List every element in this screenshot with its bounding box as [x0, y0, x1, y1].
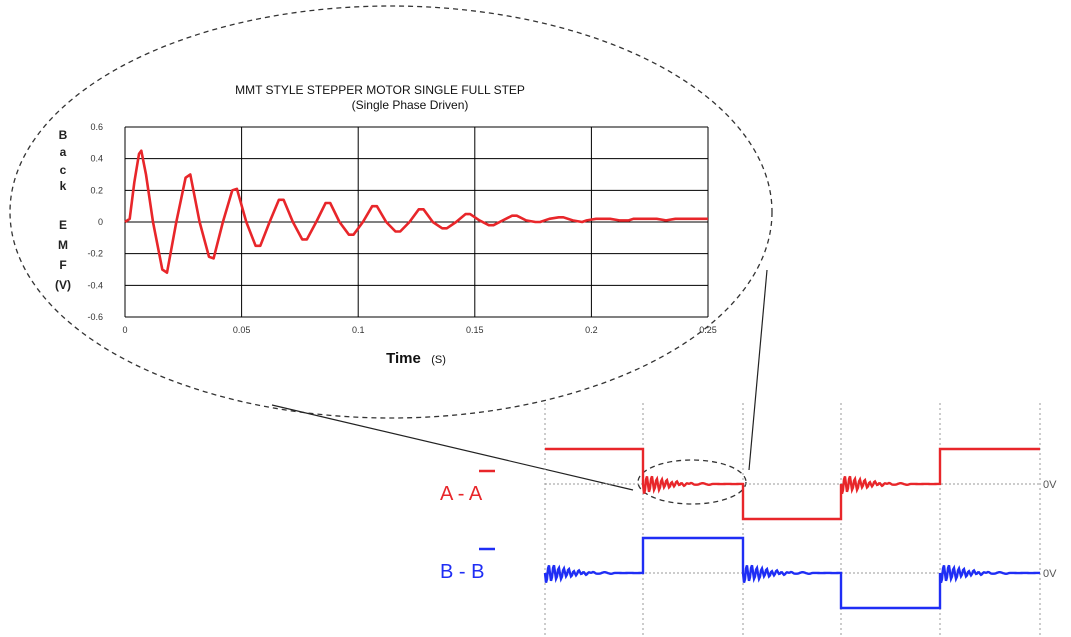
phase-waveform-chart: 0V 0V A - A B - B: [440, 403, 1057, 637]
y-tick-label: 0.2: [90, 185, 103, 195]
y-label-letter-f: F: [59, 258, 66, 272]
connector-line-left: [271, 404, 634, 491]
x-axis-label: Time (S): [386, 350, 446, 367]
phase-a-label: A - A: [440, 483, 483, 505]
y-label-letter-k: k: [60, 179, 67, 193]
x-axis-unit: (S): [431, 354, 446, 366]
phase-a-label-bar: A: [469, 483, 483, 505]
x-axis-label-text: Time: [386, 350, 421, 367]
phase-a-label-main: A -: [440, 483, 469, 505]
chart-title: MMT STYLE STEPPER MOTOR SINGLE FULL STEP: [235, 83, 525, 97]
y-tick-label: 0.6: [90, 122, 103, 132]
y-tick-label: -0.2: [87, 249, 103, 259]
y-label-letter-c: c: [60, 163, 67, 177]
y-tick-label: -0.6: [87, 312, 103, 322]
x-tick-label: 0.05: [233, 325, 251, 335]
y-label-letter-a: a: [60, 145, 67, 159]
phase-b-label-main: B -: [440, 561, 471, 583]
y-axis-ticks: 0.6 0.4 0.2 0 -0.2 -0.4 -0.6: [87, 122, 103, 322]
back-emf-series-line: [124, 149, 708, 274]
phase-b-label-bar: B: [471, 561, 484, 583]
phase-a-zero-label: 0V: [1043, 479, 1057, 491]
x-tick-label: 0.25: [699, 325, 717, 335]
phase-b-waveform: [543, 536, 1041, 610]
magnifier-ellipse: [9, 5, 773, 419]
phase-a-waveform: [545, 447, 1040, 521]
chart-subtitle: (Single Phase Driven): [352, 98, 469, 112]
x-tick-label: 0.15: [466, 325, 484, 335]
connector-line-right: [748, 269, 768, 471]
y-label-letter-m: M: [58, 238, 68, 252]
magnifier-callout: [9, 5, 773, 505]
x-tick-label: 0: [122, 325, 127, 335]
phase-b-zero-label: 0V: [1043, 568, 1057, 580]
zoom-region-ellipse: [637, 459, 747, 505]
x-axis-ticks: 0 0.05 0.1 0.15 0.2 0.25: [122, 325, 716, 335]
y-tick-label: 0.4: [90, 154, 103, 164]
y-tick-label: 0: [98, 217, 103, 227]
y-label-unit: (V): [55, 278, 71, 292]
chart-gridlines: [124, 126, 709, 318]
y-label-letter-b: B: [59, 128, 68, 142]
x-tick-label: 0.2: [585, 325, 598, 335]
y-tick-label: -0.4: [87, 280, 103, 290]
back-emf-chart: MMT STYLE STEPPER MOTOR SINGLE FULL STEP…: [55, 83, 717, 367]
phase-b-label: B - B: [440, 561, 484, 583]
y-axis-label: B a c k E M F (V): [55, 128, 71, 292]
x-tick-label: 0.1: [352, 325, 365, 335]
y-label-letter-e: E: [59, 218, 67, 232]
